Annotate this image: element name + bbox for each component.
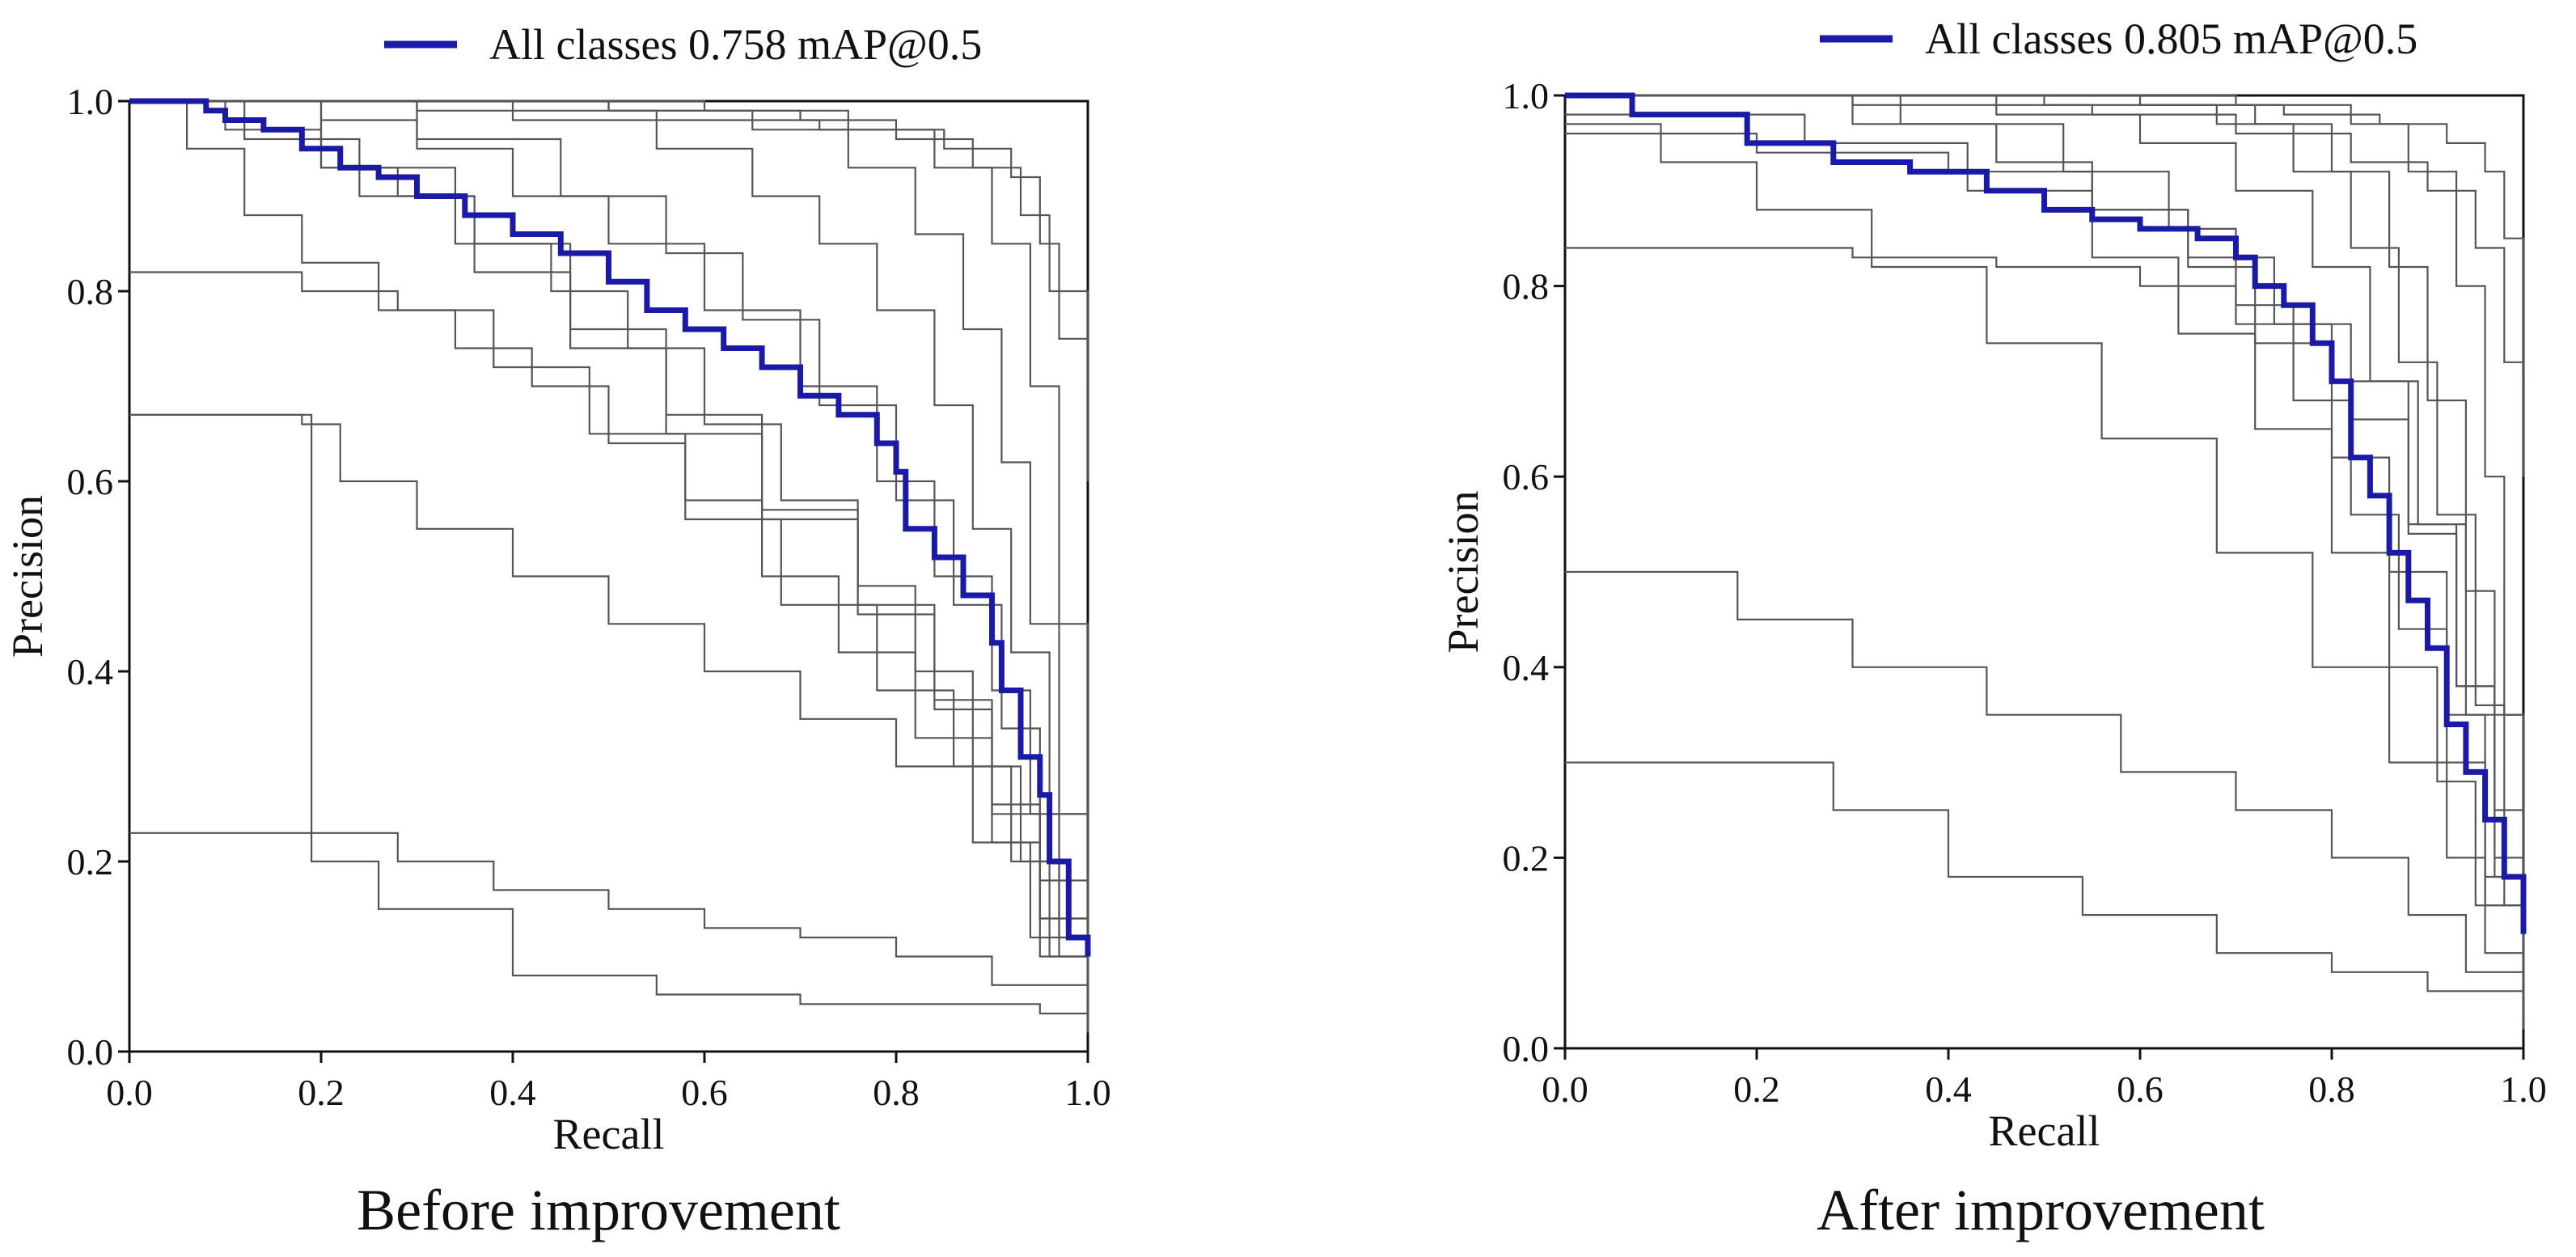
x-tick-label: 0.0 (1542, 1069, 1588, 1110)
x-tick-label: 0.0 (106, 1072, 153, 1113)
before-improvement-caption: Before improvement (357, 1178, 840, 1242)
all-classes-pr-curve (129, 98, 1091, 957)
class-pr-curve (129, 99, 1089, 387)
class-pr-curve (1565, 123, 2525, 1030)
class-pr-curve (129, 99, 1089, 1033)
y-tick-label: 0.0 (67, 1031, 114, 1073)
y-tick-label: 0.6 (1503, 456, 1550, 497)
x-tick-label: 0.8 (2308, 1069, 2355, 1110)
class-pr-curve (1565, 94, 2525, 1020)
x-tick-label: 0.4 (1925, 1069, 1972, 1110)
after-improvement-caption: After improvement (1817, 1178, 2265, 1242)
class-pr-curve (129, 413, 1089, 1033)
x-tick-label: 0.2 (1733, 1069, 1780, 1110)
class-pr-curve (1565, 570, 2525, 1030)
y-tick-label: 1.0 (67, 81, 114, 122)
class-pr-curve (129, 99, 1089, 1005)
legend-label: All classes 0.805 mAP@0.5 (1925, 15, 2417, 63)
class-pr-curve (129, 413, 1089, 1033)
x-tick-label: 0.6 (2117, 1069, 2164, 1110)
y-tick-label: 0.2 (1503, 837, 1550, 878)
x-axis-label: Recall (553, 1110, 665, 1158)
class-pr-curve (1565, 94, 2525, 1001)
class-pr-curve (1565, 94, 2525, 382)
y-tick-label: 0.2 (67, 841, 114, 882)
y-tick-label: 0.4 (1503, 647, 1550, 688)
class-pr-curve (1565, 94, 2525, 972)
all-classes-pr-curve (1565, 92, 2527, 934)
y-tick-label: 0.8 (67, 271, 114, 312)
x-tick-label: 0.8 (873, 1072, 920, 1113)
y-tick-label: 0.4 (67, 651, 114, 692)
y-tick-label: 1.0 (1503, 75, 1550, 116)
class-pr-curve (1565, 94, 2525, 1020)
class-pr-curve (129, 832, 1089, 1033)
class-pr-curve (129, 99, 1089, 957)
x-tick-label: 1.0 (1064, 1072, 1111, 1113)
y-tick-label: 0.6 (67, 461, 114, 502)
y-tick-label: 0.0 (1503, 1028, 1550, 1069)
class-pr-curve (129, 271, 1089, 1033)
x-tick-label: 0.2 (298, 1072, 345, 1113)
x-tick-label: 1.0 (2500, 1069, 2547, 1110)
class-pr-curve (129, 99, 1089, 1023)
x-tick-label: 0.6 (681, 1072, 728, 1113)
legend-label: All classes 0.758 mAP@0.5 (489, 20, 982, 69)
after-improvement-panel: 0.0 0.2 0.4 0.6 0.8 1.0 0.0 0.2 0.4 0.6 0.8 1.0 Reca… (1439, 15, 2547, 1155)
class-pr-curve (1565, 247, 2525, 1001)
y-tick-label: 0.8 (1503, 266, 1550, 307)
class-pr-curve (1565, 761, 2525, 1030)
class-pr-curve (129, 99, 1089, 1023)
y-axis-label: Precision (1439, 491, 1487, 654)
x-axis-label: Recall (1989, 1107, 2100, 1155)
class-pr-curve (1565, 94, 2525, 1030)
class-pr-curve (1565, 113, 2525, 1030)
class-pr-curve (1565, 94, 2525, 477)
before-improvement-panel: 0.0 0.2 0.4 0.6 0.8 1.0 0.0 0.2 0.4 0.6 0.8 1.0 Reca… (3, 20, 1111, 1158)
y-axis-label: Precision (3, 495, 52, 658)
x-tick-label: 0.4 (489, 1072, 536, 1113)
